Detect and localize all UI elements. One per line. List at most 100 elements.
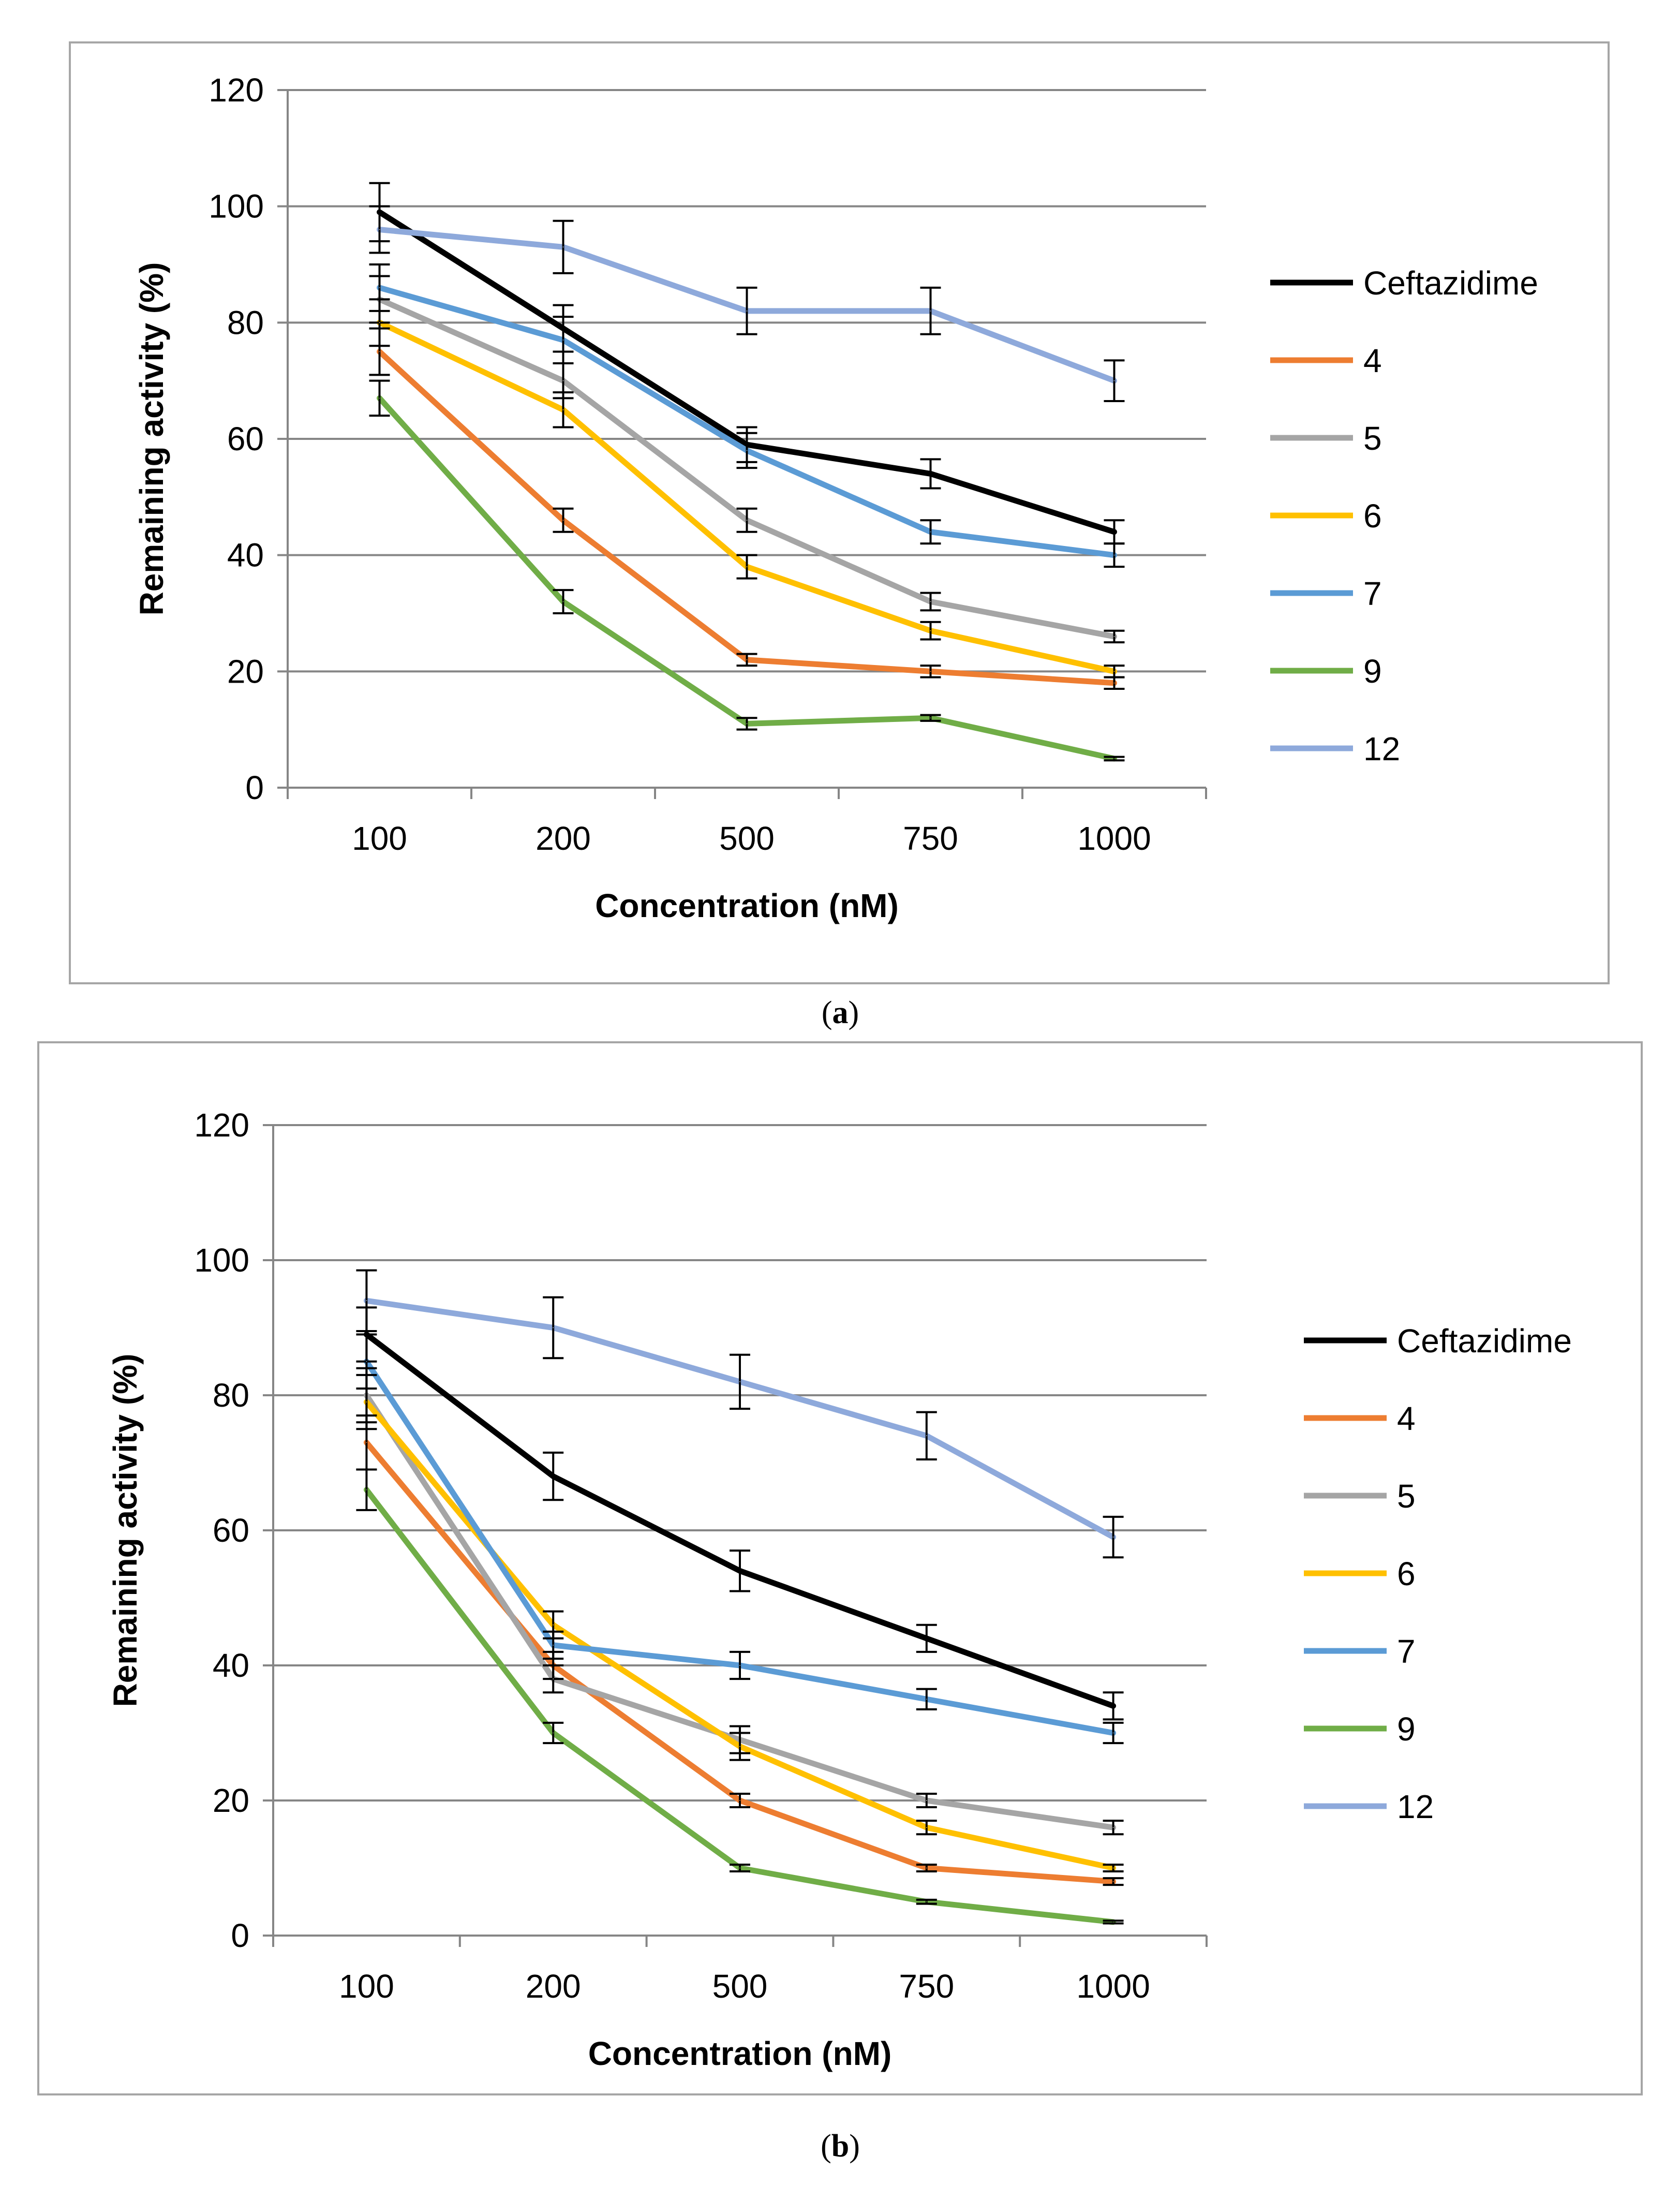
chart-b-series-line-5 bbox=[363, 1392, 1117, 1830]
chart-a-data-point-6-200 bbox=[562, 409, 564, 410]
chart-b-data-point-7-500 bbox=[739, 1665, 740, 1666]
chart-b-legend-label-12: 12 bbox=[1397, 1788, 1434, 1825]
chart-a-legend-label-5: 5 bbox=[1363, 420, 1382, 457]
chart-a-ytick-label-80: 80 bbox=[227, 304, 264, 341]
chart-a-data-point-4-200 bbox=[562, 520, 564, 521]
chart-b-ytick-label-80: 80 bbox=[213, 1377, 249, 1414]
chart-a-y-axis-title: Remaining activity (%) bbox=[133, 262, 170, 616]
chart-a-ytick-label-60: 60 bbox=[227, 420, 264, 457]
chart-a-ytick-label-120: 120 bbox=[209, 71, 264, 109]
panel-label-b: b bbox=[831, 2129, 850, 2164]
chart-b-data-point-7-200 bbox=[553, 1644, 554, 1646]
chart-a-data-point-12-100 bbox=[379, 229, 380, 230]
chart-a-legend-label-12: 12 bbox=[1363, 730, 1400, 767]
chart-b-data-point-12-1000 bbox=[1112, 1537, 1114, 1538]
chart-b-data-point-Ceftazidime-1000 bbox=[1112, 1705, 1114, 1707]
chart-b-data-point-7-750 bbox=[926, 1699, 927, 1700]
chart-b-ytick-label-20: 20 bbox=[213, 1782, 249, 1819]
chart-b-x-axis-title: Concentration (nM) bbox=[588, 2035, 892, 2072]
chart-b-data-point-6-100 bbox=[366, 1401, 367, 1403]
chart-a-data-point-5-200 bbox=[562, 380, 564, 381]
chart-a-svg: 0 20 40 60 80 100 120 100 200 500 750 1000 Concentra… bbox=[133, 71, 1538, 924]
chart-a-data-point-4-100 bbox=[379, 351, 380, 352]
chart-b-data-point-Ceftazidime-500 bbox=[739, 1570, 740, 1572]
chart-b-svg: 0 20 40 60 80 100 120 100 200 500 750 1000 Concentra… bbox=[107, 1106, 1572, 2072]
chart-b-data-point-12-750 bbox=[926, 1435, 927, 1437]
chart-b-xtick-label-100: 100 bbox=[339, 1968, 394, 2005]
chart-b-data-point-7-100 bbox=[366, 1361, 367, 1362]
chart-b-data-point-9-200 bbox=[553, 1732, 554, 1734]
panel-caption-a: (a) bbox=[821, 995, 859, 1030]
chart-a-data-point-Ceftazidime-1000 bbox=[1113, 531, 1115, 533]
chart-b-ytick-label-60: 60 bbox=[213, 1512, 249, 1549]
chart-b-data-point-6-500 bbox=[739, 1746, 740, 1747]
chart-a-data-point-7-500 bbox=[746, 450, 748, 451]
chart-a-legend-label-4: 4 bbox=[1363, 342, 1382, 379]
chart-b-ytick-label-0: 0 bbox=[231, 1917, 249, 1954]
chart-b-data-point-4-100 bbox=[366, 1442, 367, 1443]
chart-a-data-point-12-1000 bbox=[1113, 380, 1115, 381]
chart-b-data-point-5-750 bbox=[926, 1800, 927, 1801]
chart-a-data-point-4-750 bbox=[930, 671, 931, 672]
chart-a-data-point-5-500 bbox=[746, 520, 748, 521]
chart-a-data-point-12-200 bbox=[562, 246, 564, 248]
chart-a-data-point-7-1000 bbox=[1113, 554, 1115, 556]
chart-b-data-point-9-1000 bbox=[1112, 1921, 1114, 1923]
chart-a-legend-label-9: 9 bbox=[1363, 653, 1382, 690]
chart-a-data-point-9-500 bbox=[746, 723, 748, 725]
chart-a-xtick-label-200: 200 bbox=[536, 820, 591, 857]
chart-b-data-point-5-200 bbox=[553, 1678, 554, 1680]
chart-a-data-point-6-1000 bbox=[1113, 671, 1115, 672]
chart-a-data-point-5-750 bbox=[930, 601, 931, 602]
chart-a-legend-label-Ceftazidime: Ceftazidime bbox=[1363, 264, 1538, 302]
chart-a-data-point-5-1000 bbox=[1113, 636, 1115, 637]
chart-a-ytick-label-20: 20 bbox=[227, 653, 264, 690]
chart-b-data-point-4-1000 bbox=[1112, 1881, 1114, 1882]
chart-b-xtick-label-750: 750 bbox=[899, 1968, 954, 2005]
chart-b-legend-label-7: 7 bbox=[1397, 1633, 1416, 1670]
chart-b-ytick-label-120: 120 bbox=[194, 1106, 249, 1144]
chart-b-data-point-Ceftazidime-200 bbox=[553, 1475, 554, 1477]
chart-a-ytick-label-100: 100 bbox=[209, 188, 264, 225]
chart-a-data-point-Ceftazidime-750 bbox=[930, 473, 931, 475]
chart-b-data-point-6-750 bbox=[926, 1827, 927, 1828]
chart-b-data-point-9-500 bbox=[739, 1867, 740, 1869]
chart-a-data-point-9-100 bbox=[379, 397, 380, 399]
chart-b-legend-label-4: 4 bbox=[1397, 1400, 1416, 1437]
chart-a-data-point-7-750 bbox=[930, 531, 931, 533]
chart-b-xtick-label-200: 200 bbox=[526, 1968, 581, 2005]
chart-b-legend-label-Ceftazidime: Ceftazidime bbox=[1397, 1322, 1572, 1360]
chart-a-xtick-label-500: 500 bbox=[719, 820, 775, 857]
chart-b-xtick-label-1000: 1000 bbox=[1076, 1968, 1150, 2005]
chart-b-data-point-9-100 bbox=[366, 1489, 367, 1490]
chart-b-data-point-12-500 bbox=[739, 1381, 740, 1382]
chart-b-data-point-12-100 bbox=[366, 1300, 367, 1302]
chart-a-data-point-4-500 bbox=[746, 659, 748, 660]
chart-b-data-point-4-500 bbox=[739, 1800, 740, 1801]
chart-a-data-point-6-100 bbox=[379, 322, 380, 323]
chart-b-data-point-Ceftazidime-750 bbox=[926, 1637, 927, 1639]
chart-b-data-point-12-200 bbox=[553, 1327, 554, 1328]
chart-b-data-point-4-750 bbox=[926, 1867, 927, 1869]
chart-a-data-point-7-200 bbox=[562, 339, 564, 341]
chart-b-data-point-7-1000 bbox=[1112, 1732, 1114, 1734]
chart-a-ytick-label-0: 0 bbox=[245, 769, 264, 806]
chart-a-data-point-6-500 bbox=[746, 566, 748, 568]
chart-panel-a: 0 20 40 60 80 100 120 100 200 500 750 1000 Concentra… bbox=[69, 41, 1610, 984]
chart-b-legend-label-6: 6 bbox=[1397, 1555, 1416, 1592]
chart-b-data-point-5-1000 bbox=[1112, 1827, 1114, 1828]
chart-b-xtick-label-500: 500 bbox=[712, 1968, 768, 2005]
panel-label-a: a bbox=[832, 995, 849, 1030]
chart-a-xtick-label-750: 750 bbox=[903, 820, 958, 857]
chart-panel-b: 0 20 40 60 80 100 120 100 200 500 750 1000 Concentra… bbox=[37, 1041, 1643, 2095]
chart-b-data-point-6-1000 bbox=[1112, 1867, 1114, 1869]
chart-b-data-point-9-750 bbox=[926, 1901, 927, 1902]
chart-b-legend-label-9: 9 bbox=[1397, 1710, 1416, 1748]
chart-a-data-point-9-1000 bbox=[1113, 758, 1115, 759]
chart-b-legend-label-5: 5 bbox=[1397, 1478, 1416, 1515]
chart-a-ytick-label-40: 40 bbox=[227, 537, 264, 574]
chart-a-xtick-label-1000: 1000 bbox=[1077, 820, 1151, 857]
chart-a-data-point-6-750 bbox=[930, 630, 931, 631]
chart-a-data-point-7-100 bbox=[379, 287, 380, 288]
chart-a-data-point-9-200 bbox=[562, 601, 564, 602]
